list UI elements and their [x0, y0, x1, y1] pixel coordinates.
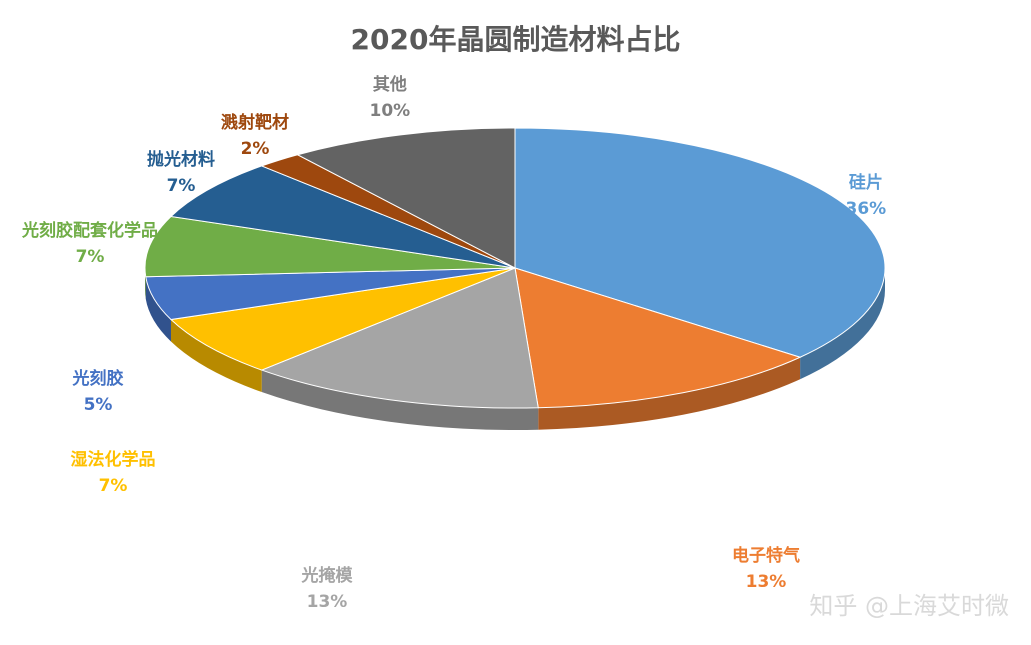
pie-slices: [144, 127, 886, 409]
pie-slice-5: [144, 215, 516, 278]
slice-percent-1: 13%: [745, 572, 787, 592]
slice-label-1: 电子特气 13%: [732, 543, 800, 595]
slice-side-4: [145, 276, 171, 342]
slice-percent-6: 7%: [166, 176, 196, 196]
slice-name-8: 其他: [372, 75, 407, 95]
slice-label-6: 抛光材料 7%: [147, 147, 215, 199]
pie-slice-8: [296, 127, 516, 269]
slice-percent-7: 2%: [240, 139, 270, 159]
slice-side-1: [538, 357, 801, 430]
pie-slice-2: [260, 267, 539, 409]
pie-slice-0: [514, 127, 886, 358]
slice-name-0: 硅片: [848, 173, 883, 193]
slice-name-5: 光刻胶配套化学品: [22, 221, 158, 241]
slice-percent-3: 7%: [98, 476, 128, 496]
slice-label-8: 其他 10%: [370, 72, 411, 124]
slice-label-4: 光刻胶 5%: [73, 366, 124, 418]
slice-percent-2: 13%: [306, 592, 348, 612]
slice-name-1: 电子特气: [732, 546, 800, 566]
slice-percent-8: 10%: [369, 101, 411, 121]
slice-label-2: 光掩模 13%: [302, 563, 353, 615]
slice-side-0: [800, 268, 885, 380]
slice-percent-5: 7%: [75, 247, 105, 267]
slice-name-6: 抛光材料: [147, 150, 215, 170]
slice-side-2: [261, 370, 539, 431]
slice-label-5: 光刻胶配套化学品 7%: [22, 218, 158, 270]
slice-label-0: 硅片 36%: [846, 170, 887, 222]
pie-slice-6: [169, 165, 516, 269]
chart-title: 2020年晶圆制造材料占比: [350, 23, 681, 56]
slice-percent-4: 5%: [83, 395, 113, 415]
slice-name-7: 溅射靶材: [221, 113, 289, 133]
slice-name-2: 光掩模: [301, 566, 353, 586]
slice-name-4: 光刻胶: [72, 369, 124, 389]
pie-slice-1: [514, 267, 802, 409]
slice-label-7: 溅射靶材 2%: [221, 110, 289, 162]
slice-percent-0: 36%: [845, 199, 887, 219]
watermark: 知乎 @上海艾时微: [809, 592, 1009, 620]
slice-name-3: 湿法化学品: [70, 450, 156, 470]
pie-slice-3: [169, 267, 516, 371]
slice-label-3: 湿法化学品 7%: [71, 447, 156, 499]
